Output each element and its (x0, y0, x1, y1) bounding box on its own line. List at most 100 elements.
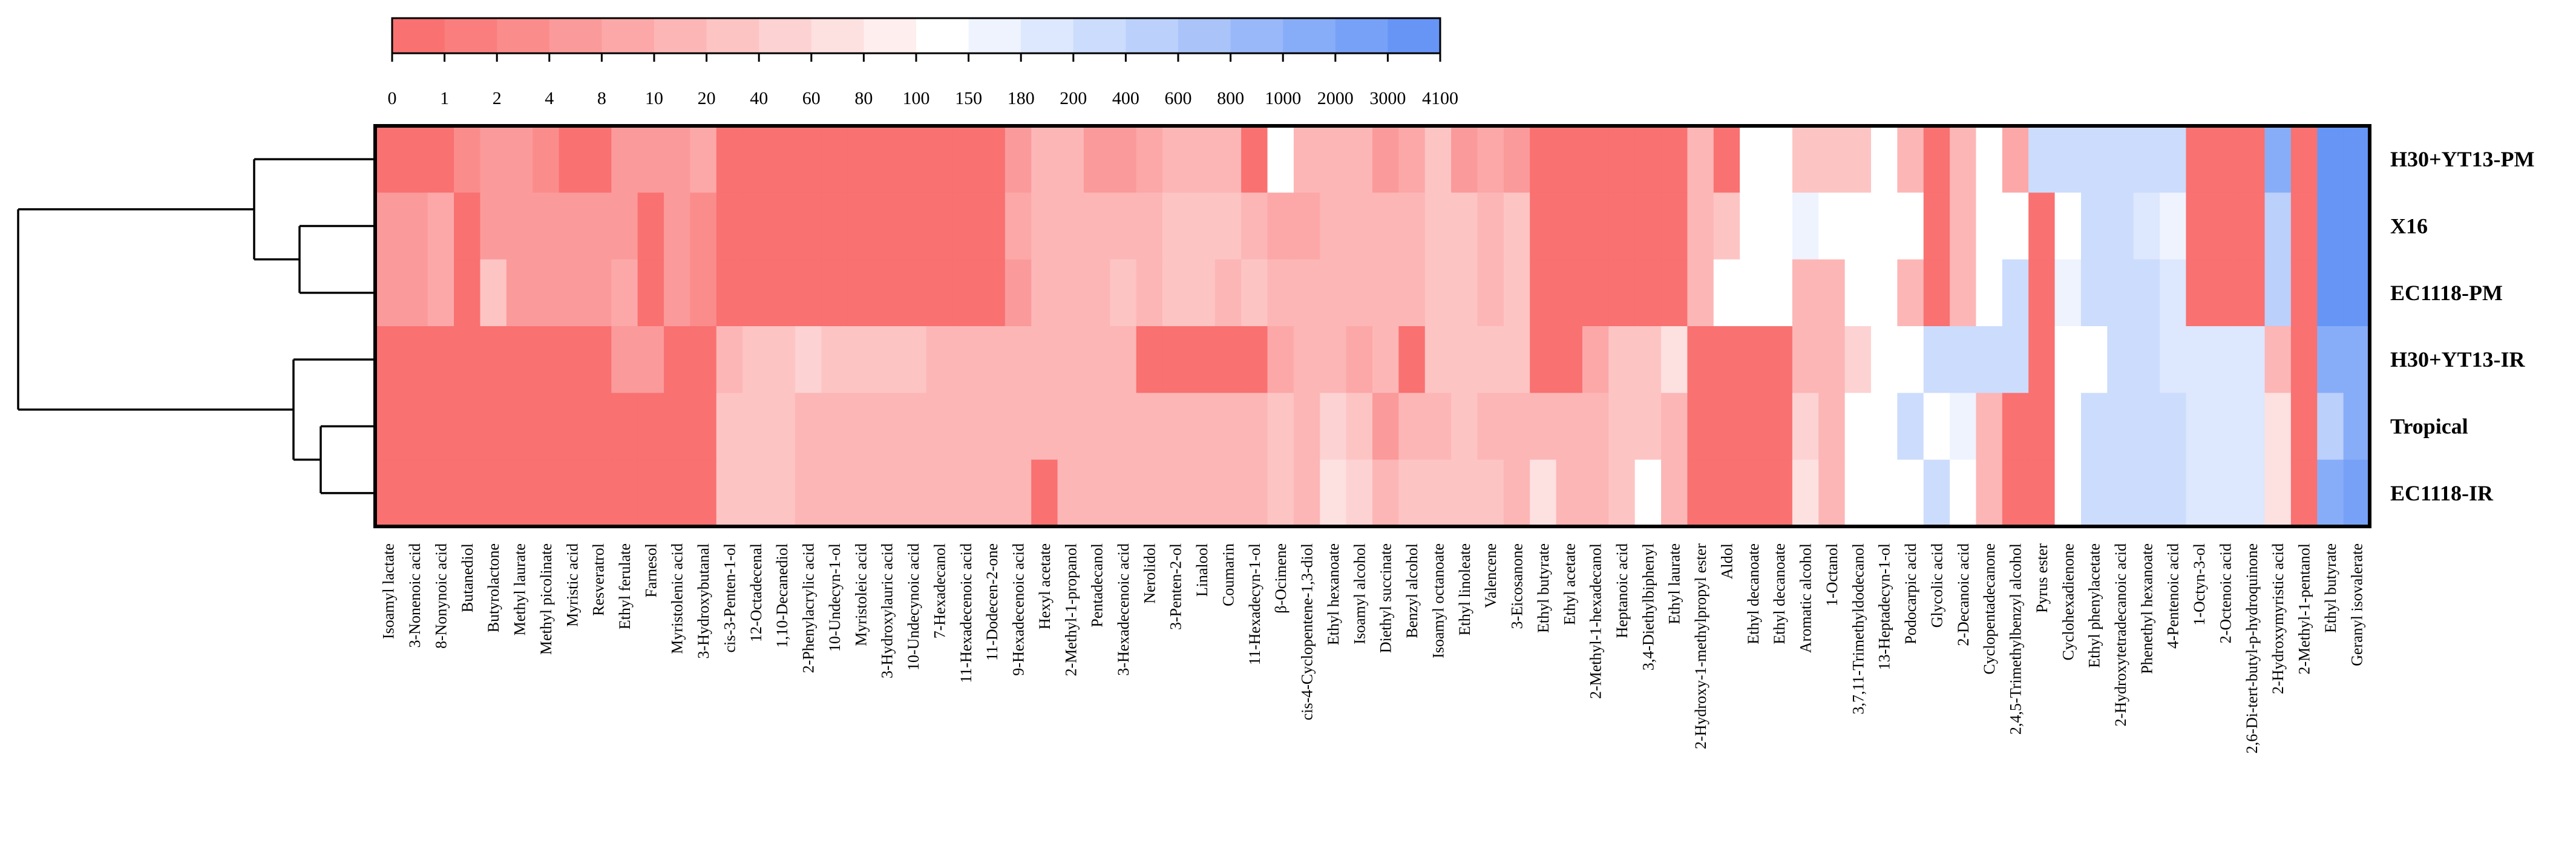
heatmap-cell (795, 259, 822, 327)
column-label: 3-Nonenoic acid (406, 543, 424, 648)
heatmap-cell (2212, 126, 2239, 193)
color-scale-legend: 0 1 2 4 8 10 20 40 60 80 100 150 180 200 400 600 800 1000… (388, 17, 1458, 108)
heatmap-cell (1740, 192, 1767, 260)
heatmap-cell (1057, 192, 1084, 260)
legend-swatch (444, 18, 497, 53)
row-label: EC1118-PM (2390, 281, 2503, 305)
heatmap-cell (1661, 393, 1688, 460)
heatmap-cell (1687, 192, 1714, 260)
heatmap-cell (2343, 126, 2370, 193)
heatmap-cell (769, 459, 796, 527)
column-label: 3-Hexadecenoic acid (1115, 543, 1132, 676)
heatmap-cell (2054, 259, 2082, 327)
heatmap-cell (611, 192, 638, 260)
heatmap-cell (1713, 126, 1740, 193)
heatmap-cell (637, 192, 664, 260)
heatmap-cell (375, 126, 402, 193)
heatmap-cell (585, 259, 612, 327)
heatmap-cell (821, 126, 848, 193)
legend-swatch (392, 18, 445, 53)
heatmap-cell (664, 393, 691, 460)
heatmap-cell (1031, 259, 1058, 327)
heatmap-cell (716, 459, 743, 527)
column-label: 2-Hydroxymyristic acid (2269, 543, 2287, 694)
heatmap-cell (2317, 326, 2344, 393)
heatmap-cell (847, 259, 874, 327)
heatmap-cell (1162, 259, 1190, 327)
heatmap-cell (559, 126, 586, 193)
heatmap-cell (1083, 126, 1110, 193)
heatmap-cell (2212, 259, 2239, 327)
heatmap-cell (821, 393, 848, 460)
heatmap-cell (742, 459, 770, 527)
heatmap-cell (1005, 326, 1032, 393)
heatmap-cell (2212, 326, 2239, 393)
column-label: 3,7,11-Trimethyldodecanol (1849, 543, 1867, 715)
heatmap-cell (1057, 126, 1084, 193)
heatmap-cell (2080, 459, 2108, 527)
legend-swatch (1388, 18, 1441, 53)
heatmap-cell (978, 126, 1006, 193)
heatmap-cell (1424, 192, 1452, 260)
heatmap-cell (2133, 126, 2160, 193)
heatmap-cell (2343, 326, 2370, 393)
column-label: Geranyl isovalerate (2348, 543, 2365, 666)
heatmap-cell (1477, 459, 1504, 527)
heatmap-cell (1293, 393, 1320, 460)
column-label: 13-Heptadecyn-1-ol (1876, 543, 1893, 670)
heatmap-cell (847, 459, 874, 527)
heatmap-cell (2002, 393, 2029, 460)
heatmap-cell (769, 259, 796, 327)
heatmap-cell (1241, 192, 1268, 260)
column-label: Ethyl hexanoate (1325, 543, 1342, 645)
heatmap-cells (375, 126, 2370, 527)
column-label: Cyclopentadecanone (1981, 543, 1998, 675)
heatmap-cell (664, 259, 691, 327)
heatmap-cell (1136, 259, 1163, 327)
heatmap-cell (1792, 326, 1819, 393)
heatmap-cell (1398, 259, 1426, 327)
heatmap-cell (1661, 326, 1688, 393)
heatmap-cell (1057, 259, 1084, 327)
column-labels: Isoamyl lactate 3-Nonenoic acid 8-Nonynoic… (380, 543, 2366, 754)
heatmap-cell (506, 459, 533, 527)
heatmap-cell (1214, 459, 1242, 527)
heatmap-cell (1503, 459, 1530, 527)
heatmap-cell (559, 192, 586, 260)
heatmap-cell (480, 393, 507, 460)
heatmap-cell (1083, 192, 1110, 260)
heatmap-cell (1110, 326, 1137, 393)
heatmap-cell (427, 192, 454, 260)
heatmap-cell (874, 393, 900, 460)
heatmap-cell (1923, 259, 1950, 327)
heatmap-cell (1740, 126, 1767, 193)
column-label: 2-Methyl-1-pentanol (2296, 543, 2313, 675)
heatmap-cell (1950, 326, 1977, 393)
heatmap-cell (1818, 259, 1846, 327)
column-label: Ethyl ferulate (616, 543, 634, 629)
heatmap-cell (585, 326, 612, 393)
heatmap-cell (1634, 326, 1662, 393)
heatmap-cell (637, 393, 664, 460)
column-label: Farnesol (642, 543, 660, 598)
heatmap-cell (1136, 459, 1163, 527)
heatmap-cell (1241, 326, 1268, 393)
heatmap-cell (1687, 326, 1714, 393)
heatmap-cell (1320, 459, 1347, 527)
heatmap-cell (1608, 259, 1636, 327)
heatmap-cell (1871, 259, 1898, 327)
heatmap-cell (1976, 126, 2003, 193)
heatmap-cell (401, 192, 428, 260)
heatmap-cell (637, 126, 664, 193)
column-label: Myristoleic acid (852, 543, 870, 646)
legend-swatch (1073, 18, 1126, 53)
heatmap-cell (637, 259, 664, 327)
column-label: 3-Hydroxylauric acid (879, 543, 896, 678)
column-label: Benzyl alcohol (1403, 543, 1421, 638)
heatmap-cell (1608, 393, 1636, 460)
heatmap-cell (1241, 459, 1268, 527)
heatmap-cell (1844, 259, 1872, 327)
heatmap-cell (1477, 393, 1504, 460)
heatmap-cell (742, 126, 770, 193)
